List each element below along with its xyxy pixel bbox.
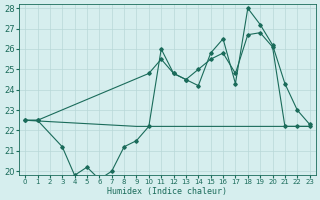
X-axis label: Humidex (Indice chaleur): Humidex (Indice chaleur)	[108, 187, 228, 196]
